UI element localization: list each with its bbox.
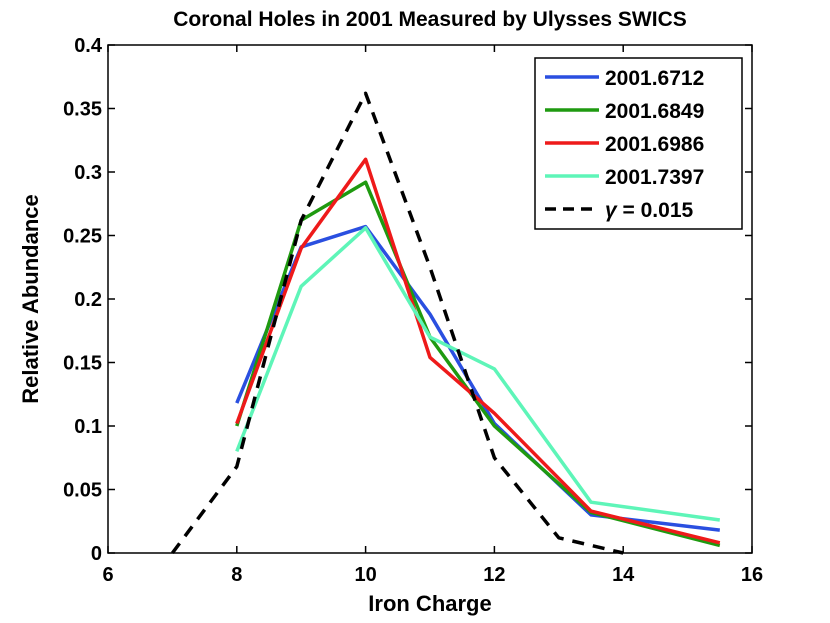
- legend-label: 2001.6849: [605, 100, 704, 123]
- y-tick-label: 0: [91, 543, 102, 565]
- x-axis-label: Iron Charge: [368, 591, 491, 616]
- y-tick-label: 0.4: [74, 35, 103, 57]
- y-tick-label: 0.3: [74, 162, 102, 184]
- series-line-3: [235, 157, 721, 545]
- x-tick-label: 14: [612, 564, 635, 586]
- y-tick-label: 0.2: [74, 289, 102, 311]
- axis-ticks: 6 8 10 12 14 16 0 0.05 0.1 0.15 0.2 0.25 0.3 0.35 0.4: [63, 35, 763, 586]
- plot-frame: [107, 44, 753, 554]
- legend-gamma-value: = 0.015: [617, 199, 694, 222]
- legend-label: 2001.6712: [605, 67, 704, 90]
- x-tick-label: 10: [354, 564, 376, 586]
- y-axis-label: Relative Abundance: [18, 194, 43, 403]
- y-tick-label: 0.15: [63, 353, 102, 375]
- x-tick-label: 6: [102, 564, 113, 586]
- legend-label: 2001.7397: [605, 166, 704, 189]
- legend-label: 2001.6986: [605, 133, 704, 156]
- y-tick-label: 0.25: [63, 226, 102, 248]
- series-line-1: [235, 224, 721, 532]
- legend-label: γ = 0.015: [605, 199, 693, 222]
- y-tick-label: 0.35: [63, 99, 102, 121]
- legend: 2001.6712 2001.6849 2001.6986 2001.7397 γ = …: [534, 57, 743, 230]
- x-tick-label: 12: [483, 564, 505, 586]
- x-tick-label: 16: [741, 564, 763, 586]
- chart-title: Coronal Holes in 2001 Measured by Ulysse…: [173, 8, 687, 31]
- y-tick-label: 0.05: [63, 480, 102, 502]
- legend-gamma-symbol: γ: [605, 199, 618, 222]
- y-tick-label: 0.1: [74, 416, 102, 438]
- series-line-4: [235, 226, 721, 522]
- series-lines: [170, 91, 721, 555]
- x-tick-label: 8: [231, 564, 242, 586]
- series-line-5: [170, 91, 624, 555]
